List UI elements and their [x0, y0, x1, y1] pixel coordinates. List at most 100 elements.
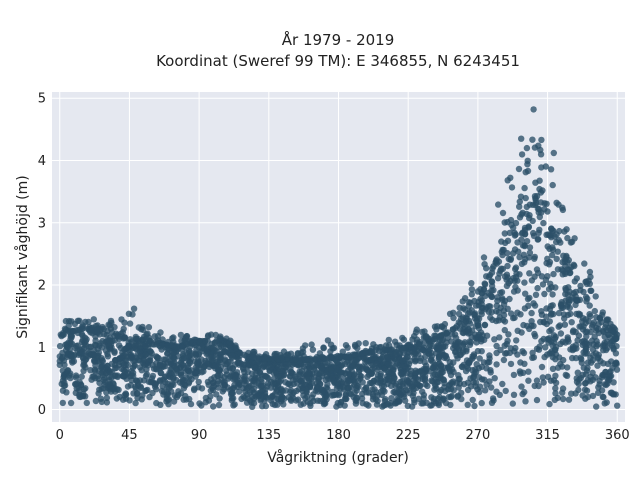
- data-point: [286, 373, 294, 380]
- data-point: [497, 267, 504, 274]
- data-point: [531, 193, 539, 200]
- data-point: [459, 314, 467, 321]
- data-point: [534, 269, 542, 277]
- data-point: [140, 356, 147, 364]
- data-point: [133, 377, 140, 385]
- data-point: [368, 356, 375, 363]
- data-point: [127, 382, 135, 389]
- data-point: [498, 238, 505, 245]
- data-point: [528, 318, 535, 325]
- data-point: [540, 379, 547, 386]
- data-point: [282, 387, 289, 394]
- data-point: [464, 386, 472, 394]
- data-point: [495, 317, 502, 324]
- data-point: [210, 344, 217, 351]
- data-point: [503, 349, 510, 357]
- data-point: [83, 399, 91, 407]
- data-point: [514, 287, 521, 294]
- data-point: [478, 289, 485, 297]
- data-point: [547, 302, 555, 310]
- data-point: [440, 396, 447, 403]
- data-point: [526, 294, 533, 302]
- data-point: [569, 294, 576, 301]
- data-point: [441, 379, 448, 387]
- data-point: [196, 400, 203, 407]
- data-point: [436, 360, 443, 367]
- data-point: [518, 383, 525, 390]
- data-point: [536, 185, 543, 193]
- data-point: [552, 385, 559, 392]
- data-point: [471, 402, 478, 410]
- data-point: [572, 328, 579, 336]
- data-point: [386, 361, 393, 368]
- data-point: [516, 203, 523, 210]
- data-point: [351, 381, 358, 388]
- data-point: [314, 384, 321, 392]
- data-point: [192, 351, 199, 358]
- data-point: [371, 364, 378, 371]
- y-tick-label: 0: [38, 403, 46, 418]
- data-point: [546, 328, 553, 335]
- data-point: [541, 290, 548, 298]
- data-point: [311, 374, 318, 381]
- data-point: [108, 319, 115, 327]
- data-point: [403, 353, 411, 361]
- data-point: [533, 396, 541, 404]
- data-point: [613, 334, 620, 341]
- data-point: [582, 328, 589, 336]
- data-point: [345, 378, 352, 385]
- data-point: [547, 166, 555, 173]
- data-point: [131, 342, 139, 350]
- data-point: [173, 343, 180, 351]
- data-point: [180, 354, 188, 362]
- data-point: [588, 287, 595, 294]
- data-point: [525, 377, 532, 384]
- data-point: [125, 342, 132, 350]
- data-point: [539, 281, 547, 288]
- data-point: [568, 319, 575, 326]
- data-point: [447, 362, 454, 369]
- data-point: [259, 382, 267, 389]
- data-point: [530, 232, 538, 239]
- data-point: [431, 363, 438, 370]
- data-point: [157, 369, 164, 377]
- data-point: [274, 373, 281, 380]
- data-point: [402, 397, 409, 404]
- data-point: [82, 342, 90, 349]
- data-point: [187, 400, 195, 408]
- data-point: [241, 351, 248, 358]
- data-point: [166, 358, 173, 365]
- data-point: [476, 355, 483, 362]
- data-point: [90, 351, 97, 358]
- data-point: [420, 346, 427, 354]
- data-point: [549, 342, 556, 349]
- data-point: [542, 344, 549, 351]
- data-point: [146, 393, 153, 401]
- data-point: [67, 399, 75, 407]
- data-point: [417, 355, 425, 362]
- data-point: [223, 367, 230, 375]
- data-point: [78, 373, 85, 380]
- data-point: [533, 345, 541, 352]
- data-point: [233, 345, 240, 352]
- x-axis-label: Vågriktning (grader): [267, 449, 409, 466]
- data-point: [496, 334, 503, 341]
- data-point: [503, 282, 511, 290]
- data-point: [523, 144, 531, 152]
- data-point: [593, 403, 600, 410]
- data-point: [543, 200, 550, 207]
- data-point: [206, 363, 213, 371]
- data-point: [374, 379, 382, 386]
- data-point: [72, 372, 80, 379]
- data-point: [310, 391, 317, 398]
- data-point: [153, 338, 160, 345]
- data-point: [511, 232, 519, 239]
- data-point: [170, 354, 178, 361]
- data-point: [68, 318, 75, 325]
- data-point: [280, 348, 288, 355]
- data-point: [276, 378, 283, 385]
- data-point: [297, 377, 305, 384]
- data-point: [216, 367, 223, 374]
- data-point: [295, 396, 302, 403]
- data-point: [132, 399, 139, 407]
